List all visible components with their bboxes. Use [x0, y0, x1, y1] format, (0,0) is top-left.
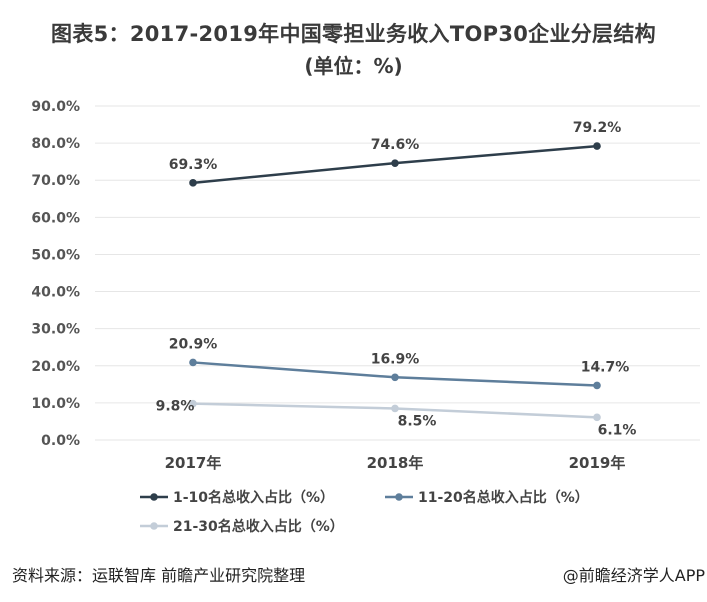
credit-note: @前瞻经济学人APP [562, 566, 705, 585]
legend-label: 21-30名总收入占比（%） [173, 518, 344, 535]
chart-subtitle: (单位：%) [304, 54, 403, 78]
legend-swatch-marker [395, 493, 403, 501]
source-note: 资料来源：运联智库 前瞻产业研究院整理 [12, 566, 306, 585]
data-label: 14.7% [581, 359, 630, 375]
y-tick-label: 80.0% [31, 136, 80, 152]
grid-lines [95, 105, 700, 441]
series-3-point [189, 399, 197, 408]
x-tick-label: 2019年 [569, 454, 626, 472]
y-tick-label: 50.0% [31, 247, 80, 263]
y-axis-ticks: 0.0% 10.0% 20.0% 30.0% 40.0% 50.0% 60.0% 70.0% 8… [31, 99, 80, 449]
y-tick-label: 70.0% [31, 173, 80, 189]
y-tick-label: 40.0% [31, 285, 80, 301]
x-tick-label: 2018年 [367, 454, 424, 472]
y-tick-label: 0.0% [41, 433, 80, 449]
data-label: 79.2% [573, 120, 622, 136]
series-3-point [391, 404, 399, 413]
legend-swatch-marker [150, 493, 158, 501]
series-2-point [593, 381, 601, 390]
x-axis-ticks: 2017年 2018年 2019年 [165, 454, 626, 472]
series-3-point [593, 413, 601, 422]
data-label: 69.3% [169, 157, 218, 173]
data-label: 8.5% [398, 413, 437, 429]
legend-swatch-marker [150, 522, 158, 530]
series-2-point [391, 373, 399, 382]
y-tick-label: 60.0% [31, 210, 80, 226]
y-tick-label: 90.0% [31, 99, 80, 115]
data-labels: 69.3% 74.6% 79.2% 20.9% 16.9% 14.7% 9.8% 8.5% 6.… [156, 120, 637, 438]
series-1-point [189, 179, 197, 187]
series-1-point [593, 142, 601, 150]
y-tick-label: 30.0% [31, 322, 80, 338]
y-tick-label: 20.0% [31, 359, 80, 375]
series-points [189, 142, 601, 422]
data-label: 20.9% [169, 336, 218, 352]
legend: 1-10名总收入占比（%） 11-20名总收入占比（%） 21-30名总收入占比（%… [140, 489, 589, 535]
x-tick-label: 2017年 [165, 454, 222, 472]
legend-label: 1-10名总收入占比（%） [173, 489, 334, 506]
legend-label: 11-20名总收入占比（%） [418, 489, 589, 506]
data-label: 9.8% [156, 399, 195, 415]
data-label: 16.9% [371, 351, 420, 367]
chart-title: 图表5：2017-2019年中国零担业务收入TOP30企业分层结构 [51, 22, 656, 46]
series-2-point [189, 358, 197, 367]
data-label: 74.6% [371, 137, 420, 153]
data-label: 6.1% [598, 422, 637, 438]
series-1-point [391, 159, 399, 167]
y-tick-label: 10.0% [31, 396, 80, 412]
